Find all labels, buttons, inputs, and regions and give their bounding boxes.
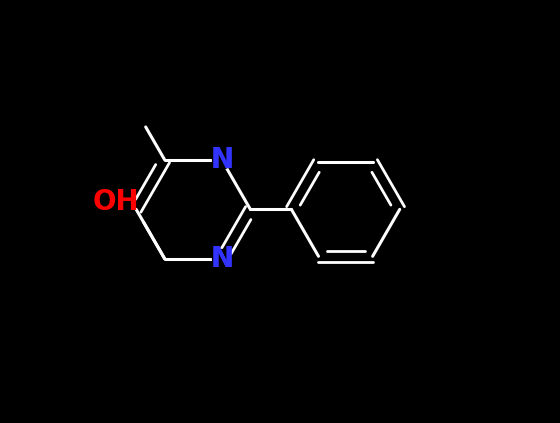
Text: OH: OH xyxy=(93,188,139,216)
Text: N: N xyxy=(210,245,234,273)
Text: N: N xyxy=(210,146,234,174)
Circle shape xyxy=(213,151,231,169)
Text: N: N xyxy=(210,245,234,273)
Text: N: N xyxy=(210,146,234,174)
Circle shape xyxy=(213,250,231,268)
